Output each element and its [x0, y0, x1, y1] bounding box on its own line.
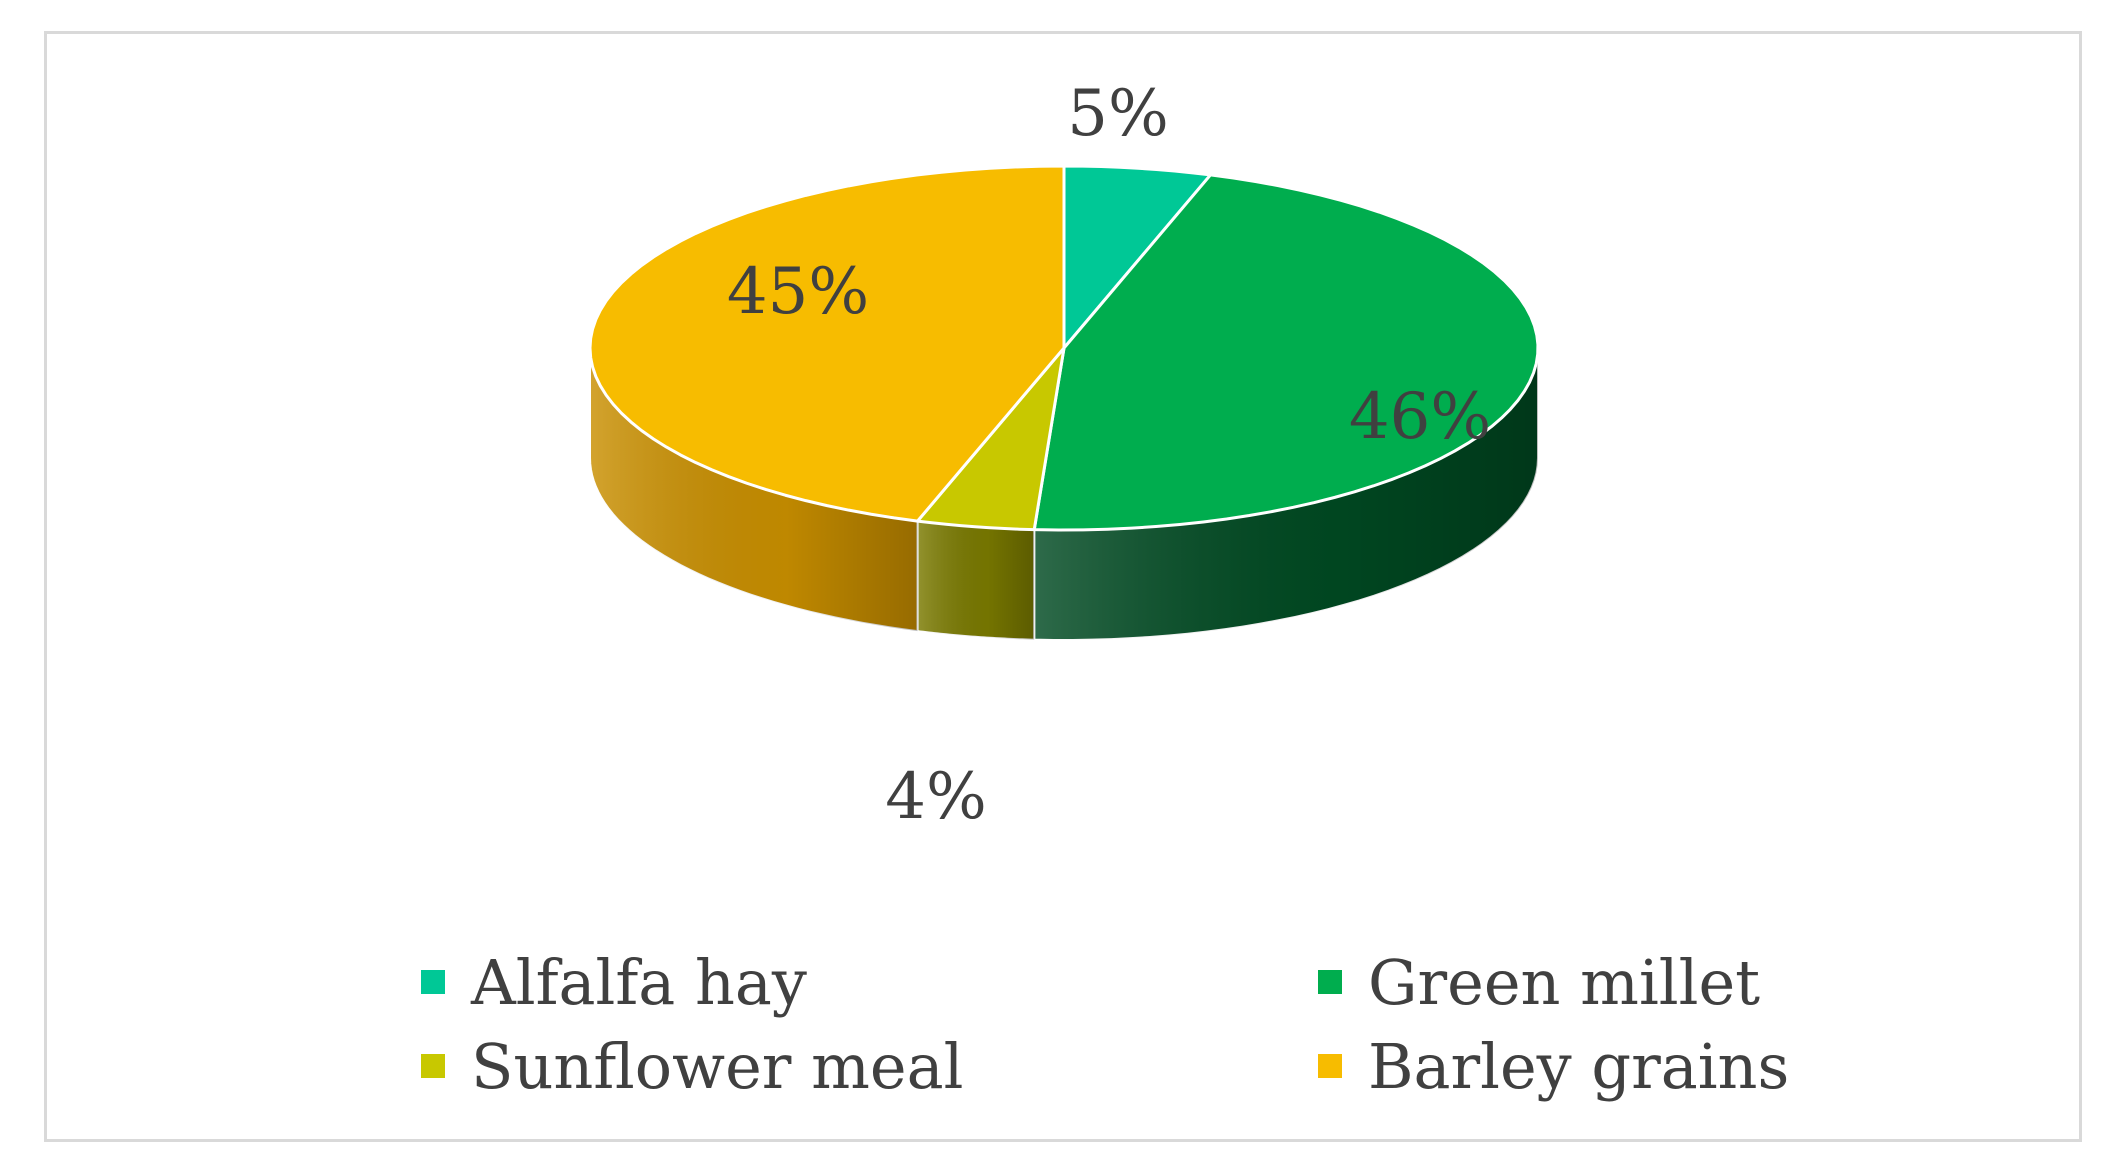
legend-label-alfalfa-hay: Alfalfa hay [471, 945, 807, 1019]
data-label-alfalfa-hay: 5% [1067, 77, 1169, 151]
pie-side-shade-green-millet [1034, 348, 1538, 640]
pie-tops [588, 164, 1540, 532]
legend-swatch-sunflower-meal [421, 1054, 445, 1078]
legend-label-green-millet: Green millet [1368, 945, 1761, 1019]
pie-slice-barley-grains [588, 164, 1066, 523]
pie-side-shade-barley-grains [590, 348, 918, 632]
pie-data-labels: 5% 46% 4% 45% [727, 77, 1491, 834]
legend-item-barley-grains: Barley grains [1318, 1026, 1789, 1106]
legend-label-sunflower-meal: Sunflower meal [471, 1029, 964, 1103]
pie-slice-green-millet [1032, 173, 1540, 532]
legend-item-green-millet: Green millet [1318, 942, 1760, 1022]
legend-swatch-barley-grains [1318, 1054, 1342, 1078]
data-label-sunflower-meal: 4% [885, 760, 987, 834]
legend-swatch-alfalfa-hay [421, 970, 445, 994]
legend-swatch-green-millet [1318, 970, 1342, 994]
legend-label-barley-grains: Barley grains [1368, 1029, 1790, 1103]
legend-item-alfalfa-hay: Alfalfa hay [421, 942, 807, 1022]
data-label-green-millet: 46% [1349, 380, 1491, 454]
data-label-barley-grains: 45% [727, 255, 869, 329]
legend-item-sunflower-meal: Sunflower meal [421, 1026, 963, 1106]
pie-side-shade-sunflower-meal [917, 521, 1035, 640]
